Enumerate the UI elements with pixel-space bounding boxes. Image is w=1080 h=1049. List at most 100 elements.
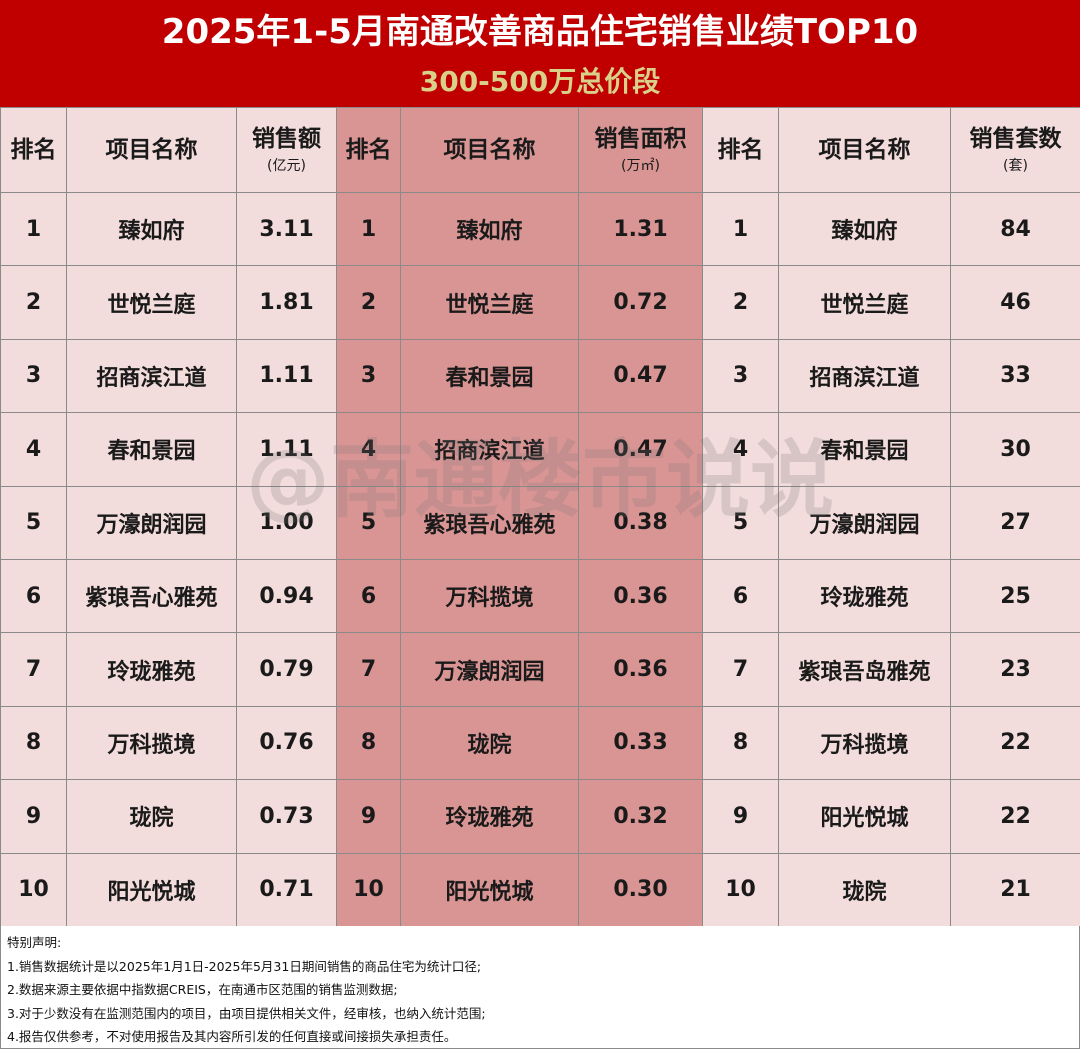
- notes-line: 3.对于少数没有在监测范围内的项目，由项目提供相关文件，经审核，也纳入统计范围;: [7, 1005, 486, 1021]
- area-value: 0.30: [578, 852, 703, 927]
- amount-project-name: 万濠朗润园: [66, 485, 237, 560]
- area-value: 1.31: [578, 191, 703, 267]
- area-rank: 5: [336, 485, 401, 560]
- header-sales-units-unit: (套): [1003, 158, 1028, 175]
- units-value: 22: [950, 779, 1080, 854]
- area-project-name: 招商滨江道: [400, 412, 579, 487]
- area-rank: 1: [336, 191, 401, 267]
- table-row: 4 春和景园 1.11 4 招商滨江道 0.47 4 春和景园 30: [0, 412, 1080, 487]
- amount-value: 1.00: [236, 485, 337, 560]
- amount-rank: 2: [0, 265, 67, 340]
- units-value: 30: [950, 412, 1080, 487]
- units-project-name: 招商滨江道: [778, 338, 951, 414]
- units-value: 23: [950, 632, 1080, 707]
- amount-project-name: 世悦兰庭: [66, 265, 237, 340]
- header-project: 项目名称: [400, 107, 579, 193]
- units-value: 46: [950, 265, 1080, 340]
- amount-project-name: 臻如府: [66, 191, 237, 267]
- header-sales-amount-label: 销售额: [252, 125, 321, 152]
- area-value: 0.36: [578, 558, 703, 634]
- amount-value: 3.11: [236, 191, 337, 267]
- table-row: 9 珑院 0.73 9 玲珑雅苑 0.32 9 阳光悦城 22: [0, 779, 1080, 854]
- units-rank: 10: [702, 852, 779, 927]
- page-subtitle: 300-500万总价段: [419, 65, 661, 98]
- area-rank: 2: [336, 265, 401, 340]
- units-value: 21: [950, 852, 1080, 927]
- notes-line: 4.报告仅供参考，不对使用报告及其内容所引发的任何直接或间接损失承担责任。: [7, 1029, 457, 1044]
- table-row: 3 招商滨江道 1.11 3 春和景园 0.47 3 招商滨江道 33: [0, 338, 1080, 414]
- area-value: 0.38: [578, 485, 703, 560]
- amount-value: 0.71: [236, 852, 337, 927]
- ranking-table: 排名 项目名称 销售额 (亿元) 排名 项目名称 销售面积 (万㎡) 排名 项目名称…: [0, 107, 1080, 927]
- area-project-name: 臻如府: [400, 191, 579, 267]
- area-value: 0.47: [578, 412, 703, 487]
- units-rank: 9: [702, 779, 779, 854]
- amount-project-name: 玲珑雅苑: [66, 632, 237, 707]
- table-row: 7 玲珑雅苑 0.79 7 万濠朗润园 0.36 7 紫琅吾岛雅苑 23: [0, 632, 1080, 707]
- units-project-name: 珑院: [778, 852, 951, 927]
- units-rank: 3: [702, 338, 779, 414]
- units-project-name: 紫琅吾岛雅苑: [778, 632, 951, 707]
- amount-project-name: 招商滨江道: [66, 338, 237, 414]
- units-project-name: 万科揽境: [778, 705, 951, 781]
- amount-rank: 7: [0, 632, 67, 707]
- units-value: 27: [950, 485, 1080, 560]
- units-rank: 1: [702, 191, 779, 267]
- area-project-name: 春和景园: [400, 338, 579, 414]
- table-row: 2 世悦兰庭 1.81 2 世悦兰庭 0.72 2 世悦兰庭 46: [0, 265, 1080, 340]
- area-rank: 7: [336, 632, 401, 707]
- area-project-name: 万科揽境: [400, 558, 579, 634]
- amount-value: 0.79: [236, 632, 337, 707]
- header-sales-units: 销售套数 (套): [950, 107, 1080, 193]
- units-value: 33: [950, 338, 1080, 414]
- disclaimer-notes: 特别声明: 1.销售数据统计是以2025年1月1日-2025年5月31日期间销售…: [0, 926, 1080, 1049]
- amount-value: 0.76: [236, 705, 337, 781]
- area-rank: 10: [336, 852, 401, 927]
- header-project: 项目名称: [66, 107, 237, 193]
- units-rank: 8: [702, 705, 779, 781]
- header-sales-area-unit: (万㎡): [621, 158, 660, 175]
- amount-rank: 9: [0, 779, 67, 854]
- header-rank: 排名: [0, 107, 67, 193]
- units-rank: 7: [702, 632, 779, 707]
- header-sales-amount-unit: (亿元): [267, 158, 306, 175]
- units-value: 22: [950, 705, 1080, 781]
- amount-project-name: 紫琅吾心雅苑: [66, 558, 237, 634]
- amount-rank: 6: [0, 558, 67, 634]
- header-sales-units-label: 销售套数: [969, 125, 1062, 152]
- units-rank: 2: [702, 265, 779, 340]
- units-project-name: 万濠朗润园: [778, 485, 951, 560]
- amount-rank: 8: [0, 705, 67, 781]
- area-value: 0.36: [578, 632, 703, 707]
- area-rank: 9: [336, 779, 401, 854]
- amount-value: 1.11: [236, 412, 337, 487]
- units-project-name: 世悦兰庭: [778, 265, 951, 340]
- area-value: 0.72: [578, 265, 703, 340]
- notes-heading: 特别声明:: [7, 935, 62, 950]
- units-project-name: 阳光悦城: [778, 779, 951, 854]
- amount-value: 1.81: [236, 265, 337, 340]
- units-rank: 6: [702, 558, 779, 634]
- amount-project-name: 阳光悦城: [66, 852, 237, 927]
- table-row: 8 万科揽境 0.76 8 珑院 0.33 8 万科揽境 22: [0, 705, 1080, 781]
- area-rank: 3: [336, 338, 401, 414]
- amount-rank: 5: [0, 485, 67, 560]
- table-row: 6 紫琅吾心雅苑 0.94 6 万科揽境 0.36 6 玲珑雅苑 25: [0, 558, 1080, 634]
- area-value: 0.47: [578, 338, 703, 414]
- amount-value: 1.11: [236, 338, 337, 414]
- amount-value: 0.94: [236, 558, 337, 634]
- area-rank: 8: [336, 705, 401, 781]
- units-project-name: 玲珑雅苑: [778, 558, 951, 634]
- table-header-row: 排名 项目名称 销售额 (亿元) 排名 项目名称 销售面积 (万㎡) 排名 项目名称…: [0, 107, 1080, 193]
- table-row: 1 臻如府 3.11 1 臻如府 1.31 1 臻如府 84: [0, 191, 1080, 267]
- units-project-name: 臻如府: [778, 191, 951, 267]
- area-value: 0.32: [578, 779, 703, 854]
- amount-rank: 1: [0, 191, 67, 267]
- units-rank: 5: [702, 485, 779, 560]
- header-sales-area-label: 销售面积: [594, 125, 687, 152]
- area-project-name: 阳光悦城: [400, 852, 579, 927]
- header-rank: 排名: [702, 107, 779, 193]
- header-sales-area: 销售面积 (万㎡): [578, 107, 703, 193]
- amount-project-name: 万科揽境: [66, 705, 237, 781]
- page-title: 2025年1-5月南通改善商品住宅销售业绩TOP10: [161, 12, 919, 52]
